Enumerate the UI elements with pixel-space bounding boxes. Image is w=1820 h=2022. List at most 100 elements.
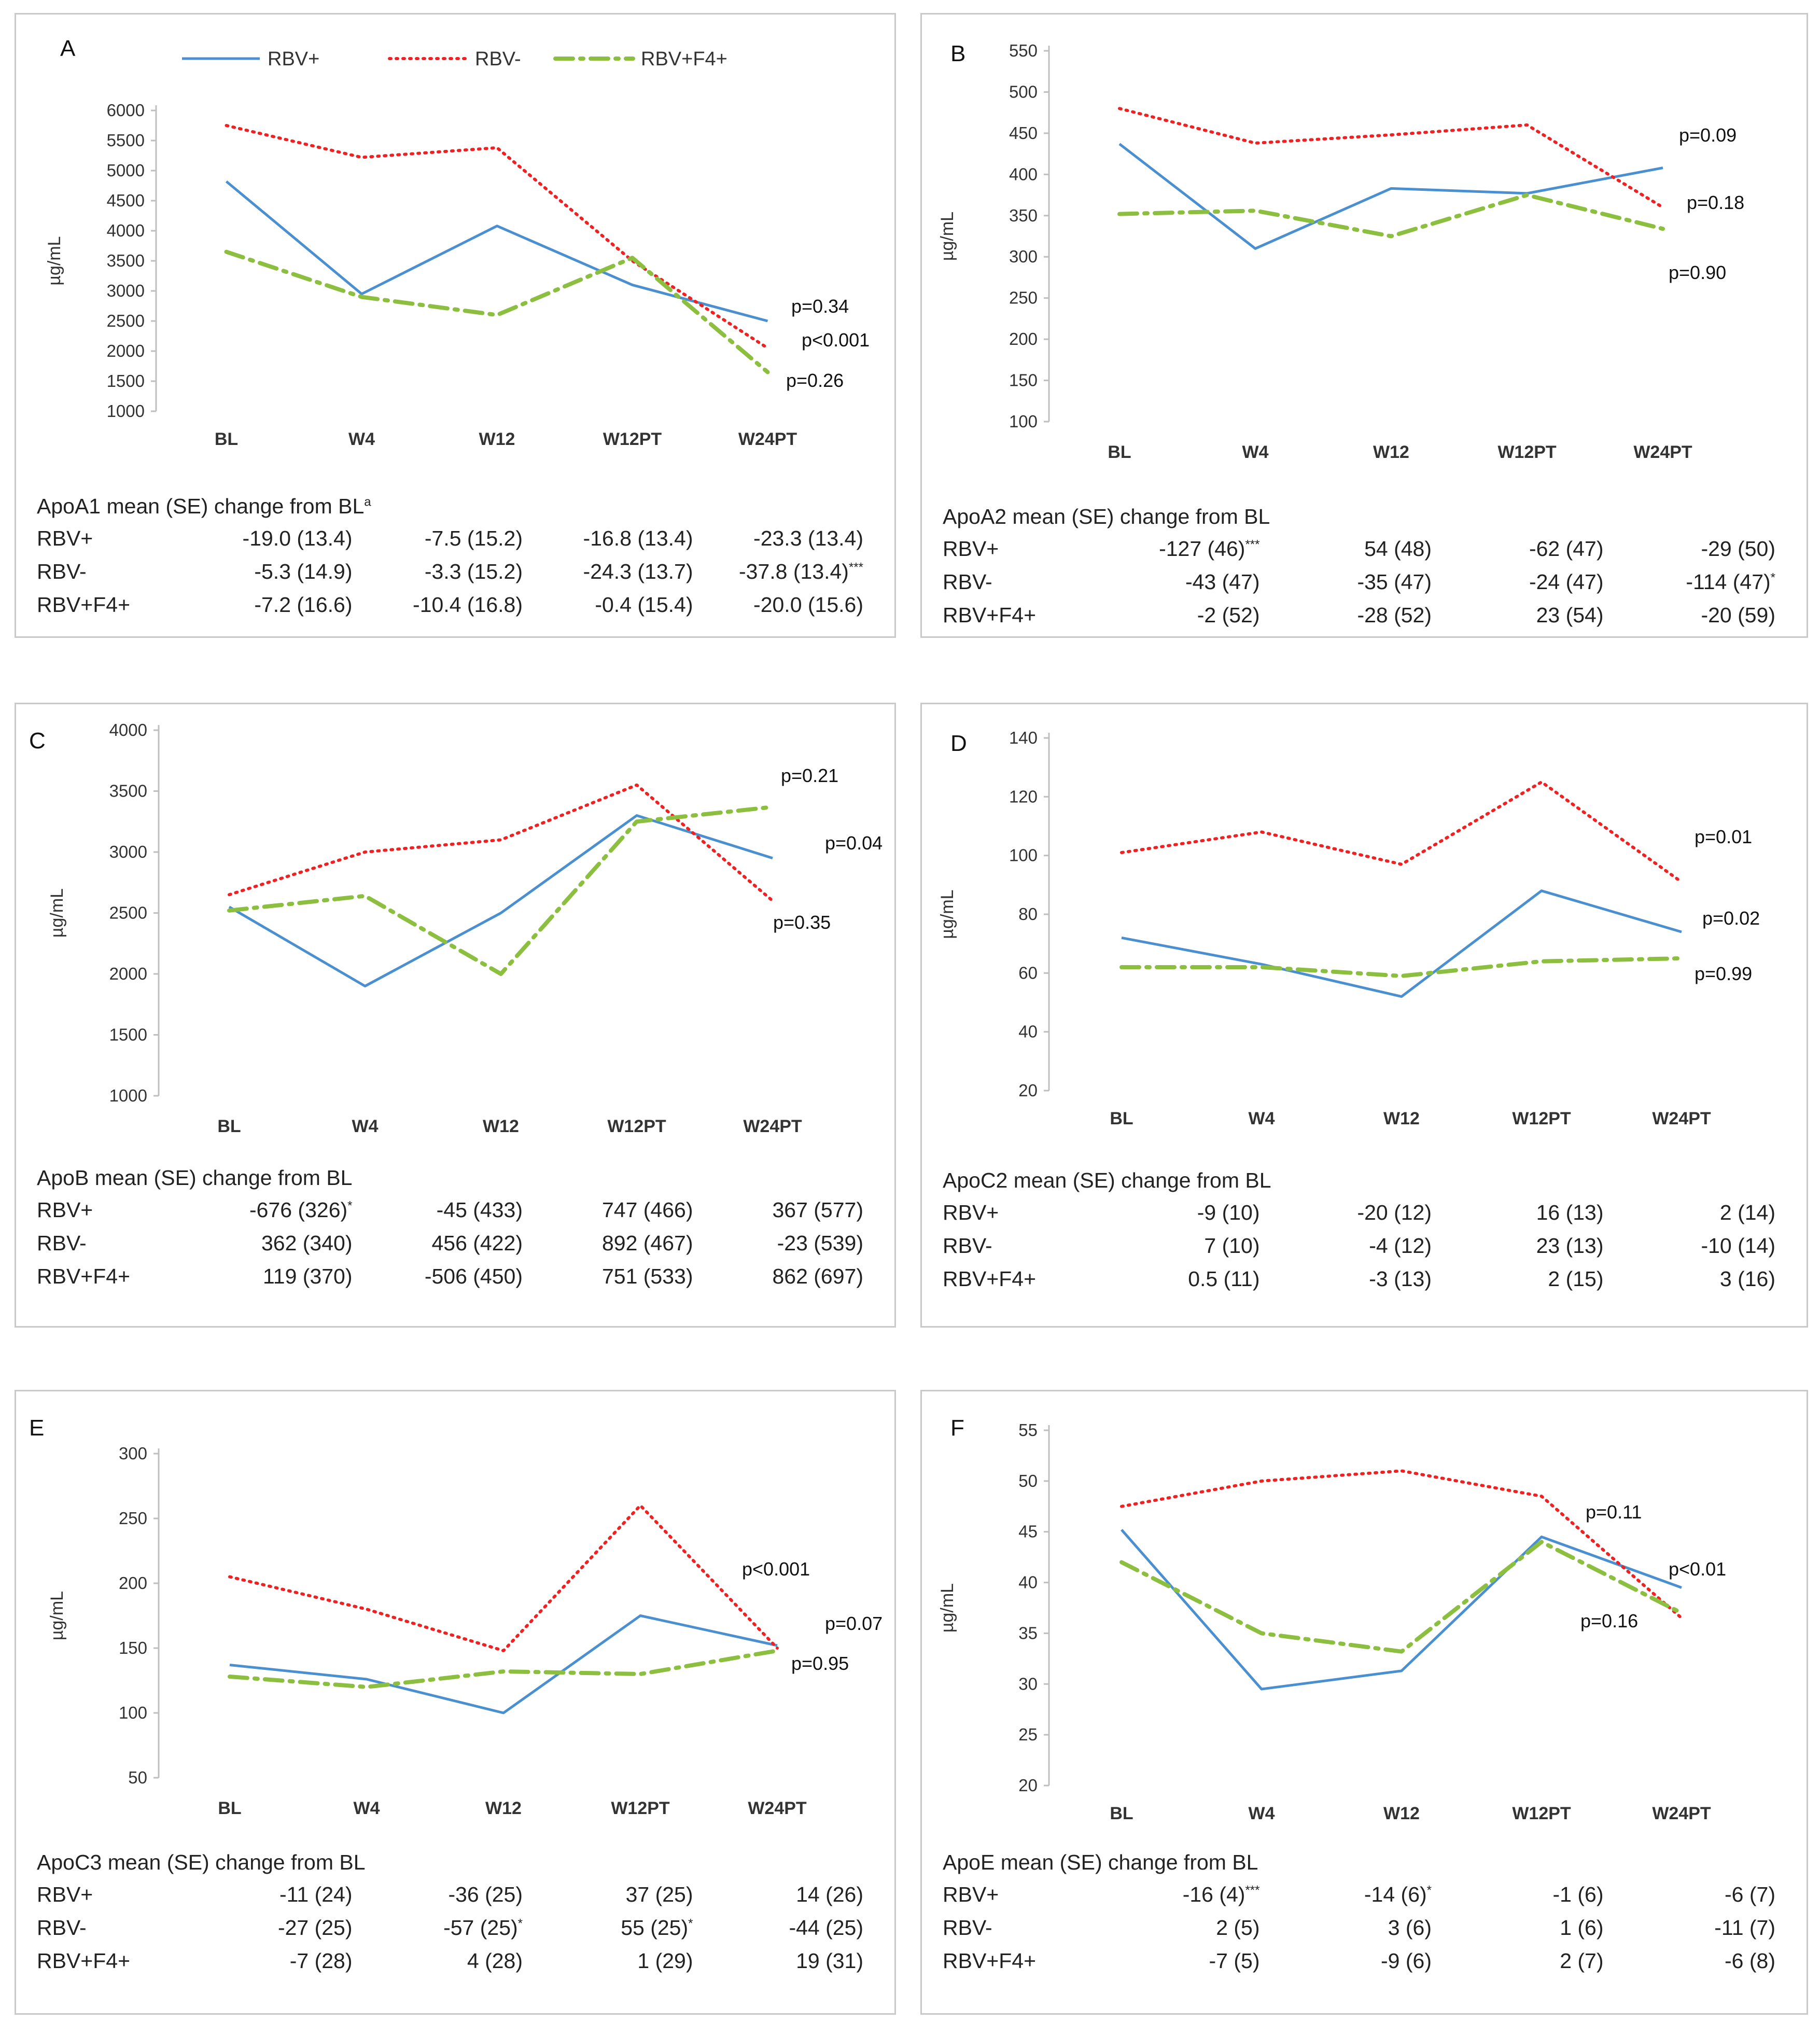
table-cell: -45 (433): [436, 1197, 523, 1222]
y-tick-label: 150: [1009, 371, 1038, 390]
y-tick-label: 6000: [107, 101, 145, 120]
series-line-rbv-pos: [1121, 889, 1682, 998]
table-row: RBV+F4+ 119 (370) -506 (450) 751 (533) 862 (…: [37, 1260, 874, 1293]
x-tick-label: W4: [1242, 442, 1269, 462]
y-tick-label: 2000: [109, 964, 147, 983]
table-cell: -9 (6): [1381, 1948, 1432, 1973]
x-tick-label: W24PT: [738, 429, 797, 449]
y-tick-label: 60: [1018, 963, 1038, 982]
table-cell: -3 (13): [1369, 1266, 1432, 1291]
series-line-rbv-f4: [1119, 1540, 1684, 1654]
series-line-rbv-neg: [1120, 780, 1683, 884]
row-label: RBV-: [37, 1231, 87, 1255]
row-label: RBV+F4+: [37, 1264, 131, 1288]
table-cell: 1 (29): [637, 1948, 693, 1973]
y-tick-label: 500: [1009, 82, 1038, 101]
series-line-rbv-pos: [229, 1614, 778, 1714]
y-tick-label: 250: [119, 1509, 147, 1528]
row-label: RBV+F4+: [943, 603, 1037, 627]
y-tick-label: 100: [1009, 412, 1038, 431]
x-tick-label: BL: [215, 429, 238, 449]
table-cell: -127 (46)***: [1159, 536, 1260, 561]
panel-letter: E: [29, 1415, 44, 1441]
legend-label-rbv-neg: RBV-: [475, 48, 521, 70]
x-tick-label: BL: [1110, 1804, 1133, 1823]
series-line-rbv-f4: [224, 249, 770, 374]
x-tick-label: W4: [1249, 1109, 1275, 1128]
y-tick-label: 25: [1018, 1725, 1038, 1744]
table-cell: -7.2 (16.6): [254, 592, 353, 617]
x-tick-label: W24PT: [1633, 442, 1692, 462]
table-cell: 0.5 (11): [1188, 1266, 1260, 1291]
table-cell: -7 (28): [289, 1948, 353, 1973]
table-title: ApoE mean (SE) change from BL: [943, 1850, 1258, 1874]
significance-mark: ***: [1245, 537, 1260, 551]
series-line-rbv-f4: [227, 805, 775, 976]
p-value-label: p=0.90: [1669, 262, 1726, 283]
row-label: RBV-: [943, 569, 992, 594]
table-cell: 2 (14): [1719, 1200, 1775, 1224]
y-axis-label: µg/mL: [45, 236, 64, 285]
table-row: RBV+ -19.0 (13.4) -7.5 (15.2) -16.8 (13.4) -…: [37, 522, 874, 555]
y-tick-label: 120: [1009, 787, 1038, 806]
y-tick-label: 4500: [107, 191, 145, 210]
table-cell: 2 (7): [1560, 1948, 1604, 1973]
table-cell: -16 (4)***: [1182, 1882, 1260, 1906]
series-line-rbv-f4: [1117, 193, 1665, 239]
series-line-rbv-pos: [1118, 143, 1663, 250]
y-tick-label: 40: [1018, 1573, 1038, 1592]
table-apoe: ApoE mean (SE) change from BL RBV+ -16 (4)…: [943, 1850, 1786, 1977]
series-line-rbv-f4: [228, 1649, 779, 1689]
table-cell: 23 (13): [1536, 1233, 1604, 1258]
table-cell: -23.3 (13.4): [753, 526, 863, 550]
p-value-label: p=0.99: [1695, 963, 1752, 984]
table-row: RBV+F4+ -7 (5) -9 (6) 2 (7) -6 (8): [943, 1944, 1786, 1977]
table-cell: 16 (13): [1536, 1200, 1604, 1224]
table-cell: -5.3 (14.9): [254, 559, 353, 583]
series-line-rbv-pos: [228, 814, 773, 987]
series-line-rbv-pos: [1121, 1529, 1682, 1691]
table-title: ApoC2 mean (SE) change from BL: [943, 1168, 1271, 1192]
y-tick-label: 4000: [107, 221, 145, 240]
table-cell: 3 (6): [1388, 1915, 1432, 1940]
table-cell: 4 (28): [467, 1948, 523, 1973]
y-tick-label: 140: [1009, 728, 1038, 747]
x-tick-label: W12: [1383, 1109, 1420, 1128]
table-row: RBV- 7 (10) -4 (12) 23 (13) -10 (14): [943, 1229, 1786, 1262]
table-apoc2: ApoC2 mean (SE) change from BL RBV+ -9 (10…: [943, 1168, 1786, 1295]
series-line-rbv-neg: [1120, 1469, 1683, 1620]
significance-mark: ***: [1245, 1882, 1260, 1897]
y-tick-label: 200: [119, 1573, 147, 1593]
p-value-label: p=0.02: [1702, 908, 1760, 929]
y-tick-label: 2500: [109, 903, 147, 923]
y-tick-label: 1500: [107, 371, 145, 391]
table-cell: -23 (539): [777, 1231, 863, 1255]
table-apoa1: ApoA1 mean (SE) change from BLa RBV+ -19.0…: [37, 494, 874, 621]
table-cell: 751 (533): [601, 1264, 693, 1288]
x-tick-label: W4: [1249, 1804, 1275, 1823]
y-tick-label: 3500: [107, 251, 145, 270]
row-label: RBV-: [943, 1233, 992, 1258]
table-cell: -114 (47)*: [1686, 569, 1775, 594]
table-cell: 19 (31): [796, 1948, 863, 1973]
p-value-label: p<0.01: [1669, 1558, 1726, 1580]
y-tick-label: 35: [1018, 1623, 1038, 1642]
significance-mark: *: [688, 1916, 693, 1930]
row-label: RBV-: [37, 559, 87, 583]
y-tick-label: 50: [1018, 1471, 1038, 1490]
y-tick-label: 300: [1009, 247, 1038, 266]
panel-apoa1: A 1000 1500 2000 2500 3000 3500 4000 4500 5000 550…: [15, 13, 896, 638]
table-cell: -44 (25): [789, 1915, 863, 1940]
row-label: RBV+F4+: [37, 592, 131, 617]
series-line-rbv-neg: [228, 1504, 779, 1652]
y-tick-label: 45: [1018, 1522, 1038, 1541]
panel-apoc2: D 20 40 60 80 100 120 140 µg/mL BL W4 W12 W12PT W24PT…: [920, 703, 1808, 1328]
p-value-label: p=0.18: [1687, 192, 1744, 213]
row-label: RBV+: [943, 536, 999, 561]
x-tick-label: W12PT: [1512, 1804, 1571, 1823]
y-tick-label: 4000: [109, 720, 147, 740]
x-tick-label: W24PT: [1652, 1109, 1711, 1128]
significance-mark: *: [347, 1198, 353, 1212]
y-tick-label: 550: [1009, 41, 1038, 60]
table-cell: 23 (54): [1536, 603, 1604, 627]
